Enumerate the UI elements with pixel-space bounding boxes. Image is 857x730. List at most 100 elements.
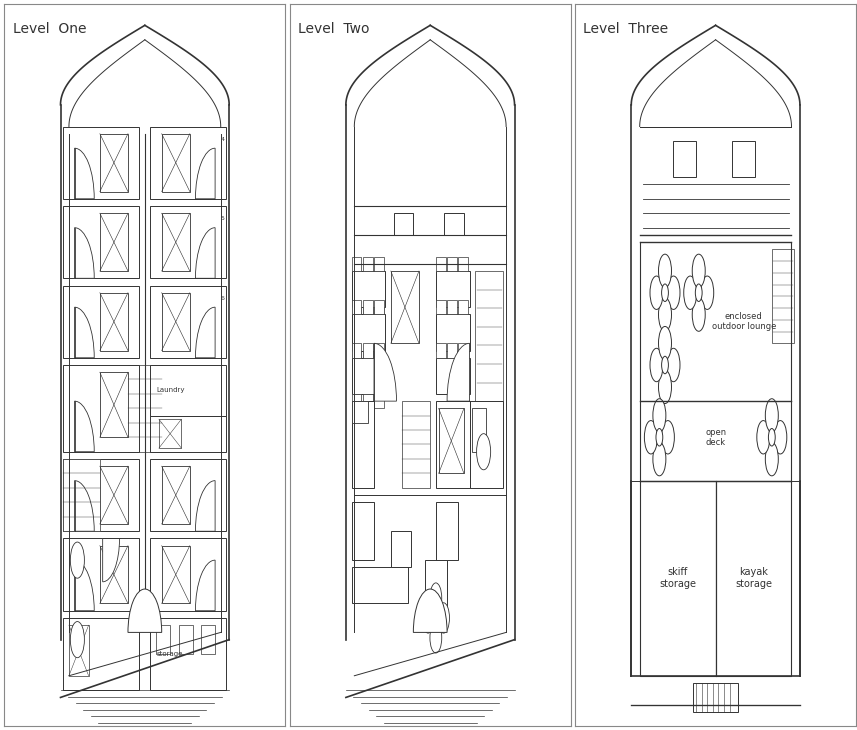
Text: skiff
storage: skiff storage bbox=[659, 567, 696, 589]
Circle shape bbox=[653, 399, 666, 432]
Wedge shape bbox=[75, 480, 94, 531]
Bar bbox=[693, 683, 738, 712]
Bar bbox=[436, 402, 470, 488]
Bar bbox=[447, 257, 457, 271]
Bar bbox=[159, 419, 182, 448]
Bar bbox=[436, 271, 470, 307]
Bar bbox=[436, 343, 446, 358]
Bar bbox=[716, 480, 792, 676]
Wedge shape bbox=[195, 560, 215, 611]
Bar bbox=[363, 343, 373, 358]
Bar bbox=[100, 293, 128, 350]
Bar bbox=[351, 402, 374, 488]
Circle shape bbox=[662, 356, 668, 374]
Text: Laundry: Laundry bbox=[156, 388, 184, 393]
Bar bbox=[201, 625, 215, 654]
Text: 6: 6 bbox=[221, 296, 225, 301]
Bar bbox=[351, 257, 362, 271]
Bar bbox=[151, 618, 226, 691]
Bar bbox=[363, 394, 373, 408]
Bar bbox=[151, 365, 226, 415]
Circle shape bbox=[692, 254, 705, 288]
Circle shape bbox=[433, 610, 439, 626]
Wedge shape bbox=[75, 402, 94, 452]
Text: Level  Two: Level Two bbox=[298, 22, 369, 36]
Bar bbox=[151, 126, 226, 199]
Bar bbox=[374, 350, 384, 365]
Circle shape bbox=[430, 583, 441, 613]
Bar bbox=[63, 459, 100, 531]
Bar bbox=[151, 415, 226, 452]
Bar bbox=[351, 502, 374, 560]
Bar bbox=[436, 315, 470, 350]
Wedge shape bbox=[103, 539, 119, 582]
Bar bbox=[162, 293, 189, 350]
Bar bbox=[351, 402, 369, 423]
Bar bbox=[374, 394, 384, 408]
Bar bbox=[447, 343, 457, 358]
Bar bbox=[63, 365, 139, 452]
Circle shape bbox=[476, 434, 491, 470]
Circle shape bbox=[658, 370, 672, 404]
Bar bbox=[374, 300, 384, 315]
Circle shape bbox=[656, 429, 662, 446]
Bar bbox=[162, 134, 189, 191]
Bar bbox=[63, 618, 139, 691]
Circle shape bbox=[438, 603, 449, 633]
Bar bbox=[162, 545, 189, 604]
Circle shape bbox=[650, 276, 663, 310]
Wedge shape bbox=[75, 560, 94, 611]
Text: Level  Three: Level Three bbox=[584, 22, 668, 36]
Bar bbox=[374, 343, 384, 358]
Bar bbox=[63, 126, 139, 199]
Bar bbox=[63, 285, 139, 358]
Circle shape bbox=[658, 326, 672, 360]
Bar bbox=[436, 358, 470, 394]
Wedge shape bbox=[195, 480, 215, 531]
Bar bbox=[100, 134, 128, 191]
Bar bbox=[374, 307, 384, 322]
Wedge shape bbox=[75, 307, 94, 358]
Text: Level  One: Level One bbox=[13, 22, 87, 36]
Bar bbox=[772, 250, 794, 343]
Bar bbox=[156, 625, 171, 654]
Text: 4: 4 bbox=[221, 137, 225, 142]
Circle shape bbox=[765, 442, 778, 476]
Circle shape bbox=[70, 542, 84, 578]
Bar bbox=[100, 213, 128, 271]
Bar bbox=[128, 365, 162, 452]
Bar bbox=[639, 480, 716, 676]
Wedge shape bbox=[413, 589, 447, 632]
Text: kayak
storage: kayak storage bbox=[735, 567, 772, 589]
Bar bbox=[402, 402, 430, 488]
Wedge shape bbox=[374, 343, 397, 402]
Bar bbox=[151, 539, 226, 611]
Bar bbox=[351, 300, 362, 315]
Wedge shape bbox=[447, 343, 470, 402]
Bar bbox=[351, 350, 362, 365]
Bar bbox=[674, 141, 696, 177]
Text: storage: storage bbox=[157, 651, 183, 657]
Bar bbox=[69, 625, 88, 676]
Circle shape bbox=[423, 603, 434, 633]
Circle shape bbox=[769, 429, 776, 446]
Circle shape bbox=[658, 254, 672, 288]
Circle shape bbox=[658, 298, 672, 331]
Bar bbox=[391, 531, 411, 567]
Bar bbox=[444, 213, 464, 235]
Bar bbox=[351, 394, 362, 408]
Bar bbox=[363, 307, 373, 322]
Bar bbox=[351, 307, 362, 322]
Bar bbox=[436, 502, 458, 560]
Bar bbox=[472, 408, 487, 452]
Bar bbox=[458, 257, 468, 271]
Bar bbox=[351, 358, 386, 394]
Circle shape bbox=[774, 420, 787, 454]
Circle shape bbox=[650, 348, 663, 382]
Bar bbox=[439, 408, 464, 473]
Bar bbox=[351, 315, 386, 350]
Wedge shape bbox=[75, 228, 94, 278]
Bar bbox=[151, 206, 226, 278]
Circle shape bbox=[765, 399, 778, 432]
Bar bbox=[363, 300, 373, 315]
